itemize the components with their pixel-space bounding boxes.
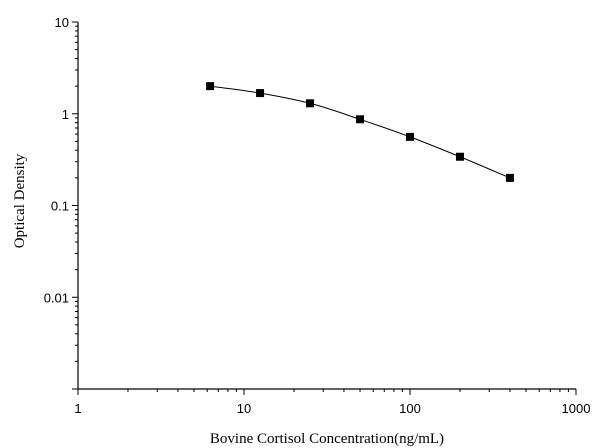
y-tick-label: 1	[62, 107, 69, 122]
data-point	[306, 99, 315, 108]
x-axis-title: Bovine Cortisol Concentration(ng/mL)	[210, 431, 444, 447]
x-tick-label: 1	[74, 401, 81, 416]
data-point	[356, 115, 365, 124]
x-tick-label: 1000	[562, 401, 591, 416]
data-point	[505, 173, 514, 182]
x-tick-label: 100	[399, 401, 421, 416]
y-tick-label: 10	[55, 15, 69, 30]
data-point	[256, 89, 265, 98]
plot-area: 1 10 100 1000 0.01 0.1 1 10	[44, 15, 591, 416]
y-tick-label: 0.01	[44, 290, 69, 305]
y-tick-label: 0.1	[51, 199, 69, 214]
fit-curve	[210, 85, 511, 179]
data-point	[406, 132, 414, 141]
y-axis-title: Optical Density	[12, 153, 28, 248]
x-tick-label: 10	[237, 401, 251, 416]
data-point	[206, 82, 215, 91]
data-point	[455, 152, 464, 161]
